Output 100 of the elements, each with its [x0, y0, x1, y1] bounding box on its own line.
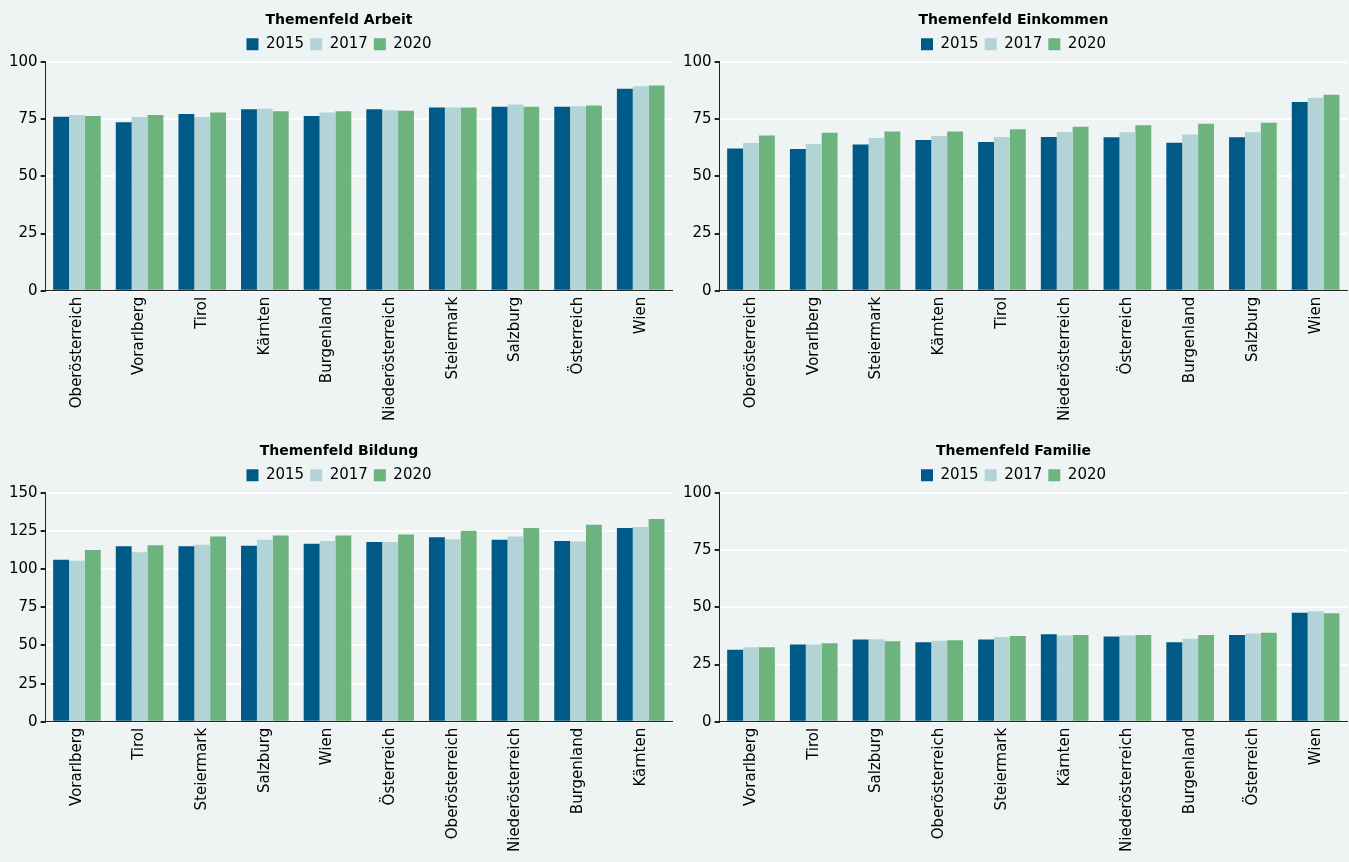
bar [758, 135, 775, 290]
bar [272, 535, 289, 721]
bar [1244, 633, 1261, 721]
bar [821, 643, 838, 721]
bar [632, 527, 649, 721]
bar [1244, 132, 1261, 290]
bar [868, 138, 885, 290]
chart-title: Themenfeld Familie [935, 442, 1092, 459]
bar [852, 639, 869, 721]
legend-label: 2015 [940, 34, 979, 53]
bar [805, 644, 822, 721]
x-tick-label: Wien [317, 727, 336, 766]
bar [947, 640, 964, 721]
bar [84, 116, 101, 290]
bar [1323, 613, 1340, 721]
bar [805, 144, 822, 290]
bar [241, 545, 257, 721]
bar [428, 107, 445, 290]
x-tick-label: Wien [1305, 727, 1324, 766]
bar [632, 86, 649, 290]
bar [491, 539, 508, 721]
bar [147, 545, 164, 721]
bar [1135, 125, 1152, 290]
x-tick-label: Steiermark [866, 296, 885, 380]
bar [1182, 638, 1199, 721]
bar [1040, 136, 1057, 290]
bar [648, 85, 665, 290]
x-tick-label: Steiermark [991, 727, 1010, 811]
x-tick-label: Vorarlberg [66, 727, 85, 806]
legend-label: 2020 [393, 465, 432, 484]
legend-label: 2017 [329, 34, 368, 53]
bar [1103, 636, 1120, 721]
x-tick-label: Österreich [1241, 727, 1261, 806]
x-tick-label: Österreich [566, 296, 586, 375]
x-tick-label: Burgenland [1180, 727, 1199, 815]
bar [1135, 635, 1152, 721]
bar [1291, 612, 1308, 721]
x-tick-label: Österreich [1116, 296, 1136, 375]
x-tick-label: Niederösterreich [380, 296, 399, 422]
x-tick-label: Kärnten [1054, 727, 1073, 787]
legend-label: 2017 [1004, 34, 1043, 53]
bar [272, 111, 289, 290]
x-tick-label: Tirol [803, 727, 822, 761]
bar [570, 541, 586, 721]
x-tick-label: Salzburg [866, 727, 885, 794]
bar [868, 639, 885, 721]
y-tick-label: 25 [692, 223, 712, 242]
y-tick-label: 125 [8, 520, 38, 539]
bar [931, 136, 948, 290]
bar [727, 649, 744, 721]
bar [444, 107, 461, 290]
legend-label: 2020 [393, 34, 432, 53]
bar [507, 536, 524, 721]
bar [1182, 134, 1199, 290]
y-tick-label: 75 [18, 597, 38, 616]
bar [303, 543, 320, 721]
y-tick-label: 25 [692, 654, 712, 673]
bar [994, 637, 1010, 721]
y-tick-label: 100 [8, 559, 38, 578]
bar [460, 107, 477, 290]
x-tick-label: Vorarlberg [740, 727, 759, 806]
x-tick-label: Vorarlberg [803, 296, 822, 375]
y-tick-label: 75 [692, 539, 712, 558]
bar [884, 641, 901, 721]
bar [978, 639, 994, 721]
bar [1198, 123, 1214, 290]
bar [1072, 126, 1089, 290]
bar [507, 104, 524, 290]
bar [115, 546, 132, 721]
bar [1009, 129, 1026, 290]
x-tick-label: Kärnten [254, 296, 273, 356]
bar [1166, 642, 1183, 721]
x-tick-label: Steiermark [192, 727, 211, 811]
bar [616, 88, 633, 290]
x-tick-label: Steiermark [442, 296, 461, 380]
bar [1323, 94, 1340, 290]
y-tick-label: 75 [18, 108, 38, 127]
y-tick-label: 100 [8, 51, 38, 70]
bar [335, 111, 352, 290]
bar [1307, 97, 1324, 290]
legend-label: 2020 [1067, 465, 1107, 484]
bar [241, 109, 257, 290]
x-tick-label: Salzburg [505, 296, 524, 363]
bar [915, 642, 932, 721]
bar [53, 559, 70, 721]
bar [131, 116, 148, 290]
bar [491, 106, 508, 290]
bar [69, 560, 85, 721]
bar [1009, 635, 1026, 721]
x-tick-label: Oberösterreich [929, 727, 948, 840]
bar [915, 139, 932, 290]
bar [978, 141, 994, 290]
chart-title: Themenfeld Bildung [259, 442, 419, 459]
x-tick-label: Oberösterreich [66, 296, 85, 409]
bar [256, 108, 273, 290]
legend-label: 2015 [265, 465, 305, 484]
x-tick-label: Wien [1305, 296, 1324, 335]
x-tick-label: Oberösterreich [442, 727, 461, 840]
bar [947, 131, 964, 290]
bar [1103, 137, 1120, 290]
